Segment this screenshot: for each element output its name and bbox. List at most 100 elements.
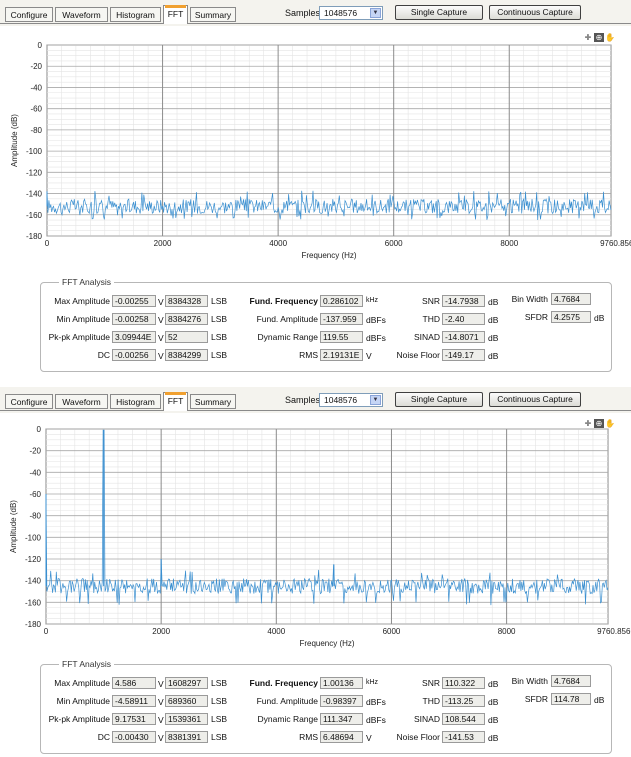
- tab-summary[interactable]: Summary: [190, 7, 236, 22]
- pan-hand-icon[interactable]: ✋: [605, 33, 615, 42]
- volts-unit: V: [158, 679, 164, 689]
- field-unit: dBFs: [366, 333, 386, 343]
- y-tick-label: -40: [30, 83, 42, 92]
- fft-trace: [46, 190, 612, 221]
- plot-tools: ✛ ⊕ ✋: [583, 33, 617, 43]
- cursor-icon[interactable]: ✛: [584, 419, 592, 428]
- lsb-value: 689360: [165, 695, 208, 707]
- field-label: Bin Width: [511, 676, 548, 686]
- field-label: Noise Floor: [396, 350, 440, 360]
- field-value: -141.53: [442, 731, 485, 743]
- y-tick-label: -160: [25, 598, 42, 607]
- field-label: THD: [422, 314, 440, 324]
- single-capture-button[interactable]: Single Capture: [395, 5, 483, 20]
- chevron-down-icon[interactable]: ▼: [370, 8, 381, 18]
- field-unit: dB: [488, 333, 499, 343]
- samples-value: 1048576: [324, 8, 358, 18]
- field-value: 0.286102: [320, 295, 363, 307]
- y-tick-label: -60: [30, 105, 42, 114]
- tab-histogram[interactable]: Histogram: [110, 7, 161, 22]
- field-value: 119.55: [320, 331, 363, 343]
- lsb-unit: LSB: [211, 350, 228, 360]
- cursor-icon[interactable]: ✛: [584, 33, 592, 42]
- volts-value: 3.09944E: [112, 331, 156, 343]
- lsb-value: 8384328: [165, 295, 208, 307]
- lsb-unit: LSB: [211, 332, 228, 342]
- field-value: 114.78: [551, 693, 591, 705]
- fft-trace: [45, 429, 609, 606]
- tab-configure[interactable]: Configure: [5, 394, 53, 409]
- zoom-icon[interactable]: ⊕: [594, 419, 604, 428]
- y-tick-label: -180: [25, 620, 42, 629]
- field-unit: dB: [488, 315, 499, 325]
- x-tick-label: 0: [44, 627, 49, 636]
- field-value: -0.98397: [320, 695, 363, 707]
- field-value: 4.7684: [551, 675, 591, 687]
- tab-configure[interactable]: Configure: [5, 7, 53, 22]
- field-label: Fund. Frequency: [249, 296, 318, 306]
- field-label: Max Amplitude: [54, 678, 110, 688]
- y-tick-label: -20: [30, 62, 42, 71]
- volts-unit: V: [158, 733, 164, 743]
- field-value: -14.8071: [442, 331, 485, 343]
- lsb-value: 1539361: [165, 713, 208, 725]
- y-tick-label: -160: [26, 211, 43, 220]
- tab-fft[interactable]: FFT: [163, 5, 188, 24]
- lsb-unit: LSB: [211, 696, 228, 706]
- tab-summary[interactable]: Summary: [190, 394, 236, 409]
- field-value: 4.7684: [551, 293, 591, 305]
- volts-unit: V: [158, 333, 164, 343]
- field-unit: kHz: [366, 297, 379, 304]
- field-unit: dB: [488, 715, 499, 725]
- field-unit: dBFs: [366, 697, 386, 707]
- continuous-capture-button[interactable]: Continuous Capture: [489, 5, 581, 20]
- tab-strip-line: [0, 23, 631, 24]
- tab-fft[interactable]: FFT: [163, 392, 188, 411]
- lsb-value: 8384299: [165, 349, 208, 361]
- x-tick-label: 4000: [269, 239, 287, 248]
- field-label: SNR: [422, 678, 440, 688]
- toolbar: Configure Waveform Histogram FFT Summary…: [0, 0, 631, 26]
- y-tick-label: 0: [37, 425, 42, 434]
- volts-value: 9.17531: [112, 713, 156, 725]
- pan-hand-icon[interactable]: ✋: [605, 419, 615, 428]
- lsb-unit: LSB: [211, 732, 228, 742]
- field-label: Dynamic Range: [257, 332, 318, 342]
- y-tick-label: -80: [29, 512, 41, 521]
- tab-waveform[interactable]: Waveform: [55, 394, 108, 409]
- plot-tools: ✛ ⊕ ✋: [583, 419, 617, 429]
- field-unit: dB: [488, 697, 499, 707]
- lsb-value: 1608297: [165, 677, 208, 689]
- field-label: SNR: [422, 296, 440, 306]
- field-unit: dB: [594, 313, 605, 323]
- single-capture-button[interactable]: Single Capture: [395, 392, 483, 407]
- field-value: 108.544: [442, 713, 485, 725]
- tab-strip-line: [0, 410, 631, 411]
- continuous-capture-button[interactable]: Continuous Capture: [489, 392, 581, 407]
- field-label: Noise Floor: [396, 732, 440, 742]
- field-label: Fund. Amplitude: [256, 314, 318, 324]
- field-value: -137.959: [320, 313, 363, 325]
- y-tick-label: -20: [29, 447, 41, 456]
- field-unit: dB: [488, 733, 499, 743]
- zoom-icon[interactable]: ⊕: [594, 33, 604, 42]
- y-tick-label: -140: [25, 577, 42, 586]
- field-value: 1.00136: [320, 677, 363, 689]
- tab-histogram[interactable]: Histogram: [110, 394, 161, 409]
- y-tick-label: -100: [25, 533, 42, 542]
- y-tick-label: -40: [29, 468, 41, 477]
- fft-panel-1: Configure Waveform Histogram FFT Summary…: [0, 0, 631, 375]
- field-unit: dB: [488, 351, 499, 361]
- samples-dropdown[interactable]: 1048576 ▼: [319, 6, 383, 20]
- x-tick-label: 9760.8566: [600, 239, 631, 248]
- x-tick-label: 6000: [383, 627, 401, 636]
- x-tick-label: 6000: [385, 239, 403, 248]
- field-value: -149.17: [442, 349, 485, 361]
- field-label: SINAD: [414, 714, 440, 724]
- tab-waveform[interactable]: Waveform: [55, 7, 108, 22]
- samples-label: Samples: [285, 395, 321, 405]
- lsb-unit: LSB: [211, 678, 228, 688]
- samples-dropdown[interactable]: 1048576 ▼: [319, 393, 383, 407]
- volts-value: -0.00430: [112, 731, 156, 743]
- chevron-down-icon[interactable]: ▼: [370, 395, 381, 405]
